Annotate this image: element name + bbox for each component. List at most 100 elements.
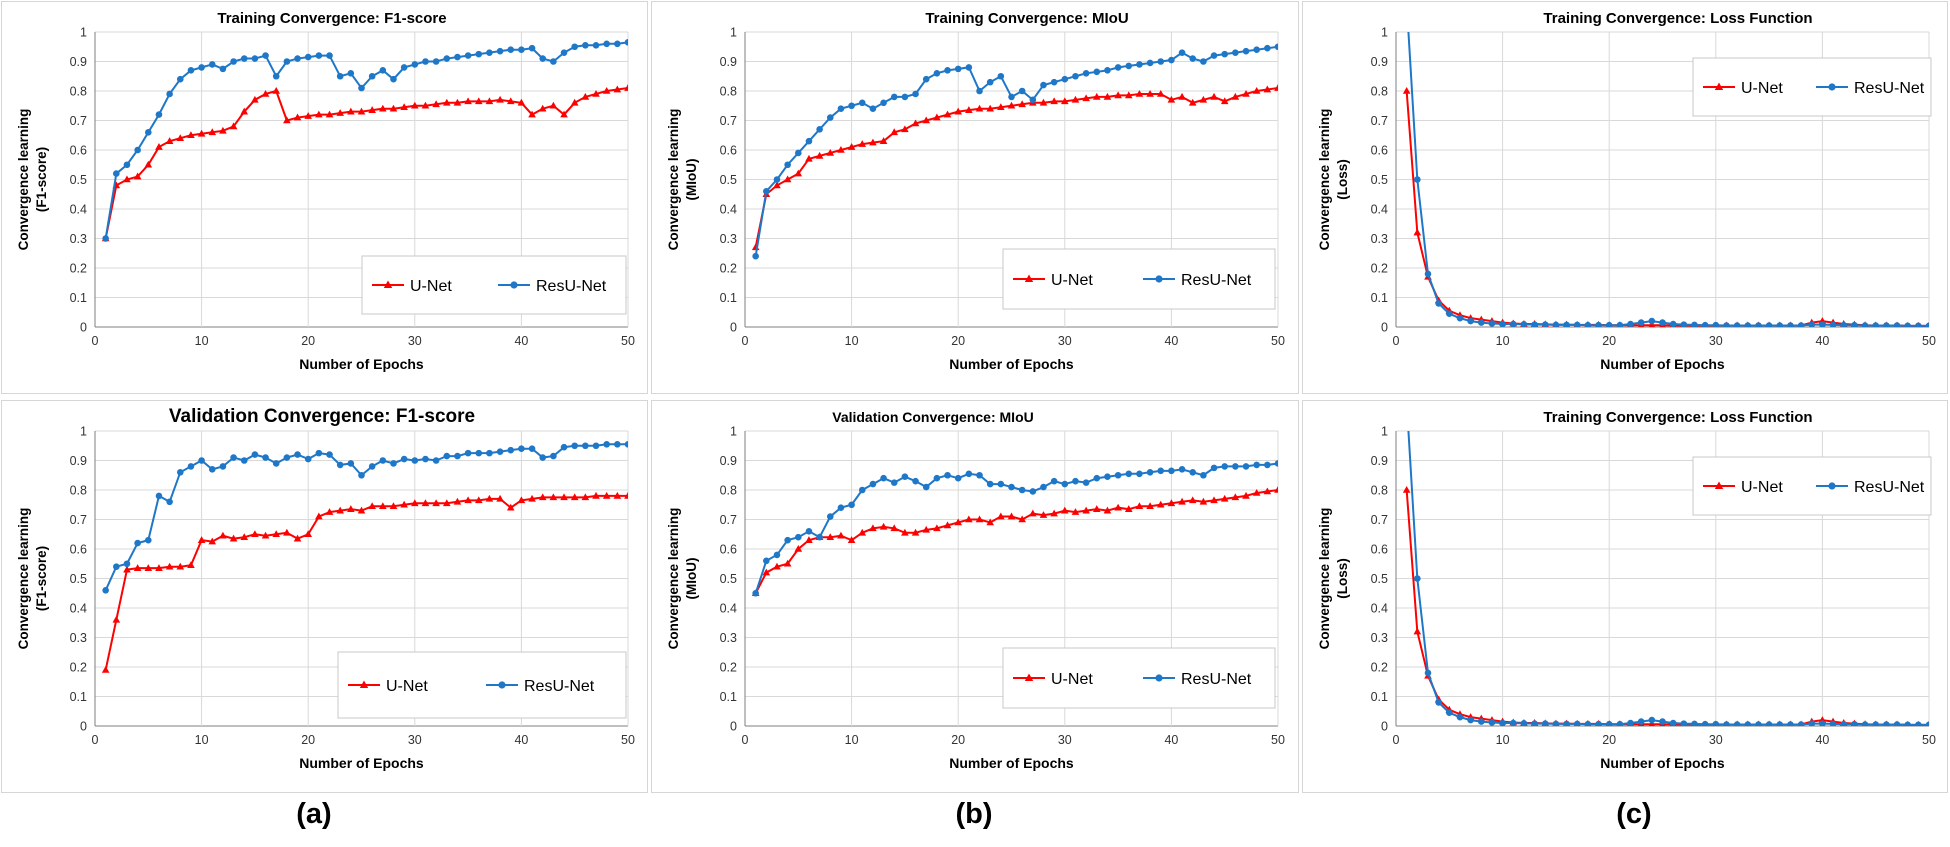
series-line bbox=[104, 494, 628, 671]
data-point bbox=[464, 496, 472, 504]
data-point bbox=[208, 61, 216, 68]
data-point bbox=[1467, 716, 1474, 724]
data-point bbox=[411, 61, 419, 68]
data-point bbox=[1210, 92, 1218, 100]
data-point bbox=[869, 524, 877, 532]
data-point bbox=[1424, 669, 1432, 677]
data-point bbox=[1446, 310, 1453, 318]
data-point bbox=[1274, 43, 1278, 51]
data-point bbox=[1050, 78, 1058, 86]
data-point bbox=[166, 498, 173, 506]
data-point bbox=[773, 176, 781, 183]
data-point bbox=[1008, 483, 1015, 491]
data-point bbox=[1178, 497, 1186, 505]
y-tick-label: 0.7 bbox=[70, 114, 87, 128]
data-point bbox=[539, 454, 547, 461]
data-point bbox=[1925, 322, 1929, 327]
data-point bbox=[880, 474, 887, 482]
series-unet bbox=[751, 486, 1278, 597]
data-point bbox=[219, 463, 227, 470]
data-point bbox=[1135, 502, 1144, 510]
x-tick-label: 30 bbox=[408, 334, 422, 348]
data-point bbox=[1274, 460, 1278, 467]
data-point bbox=[614, 440, 621, 448]
data-point bbox=[1499, 719, 1506, 726]
x-tick-label: 0 bbox=[742, 733, 749, 747]
data-point bbox=[550, 58, 557, 65]
data-point bbox=[1093, 68, 1101, 76]
data-point bbox=[336, 461, 344, 469]
data-point bbox=[1220, 97, 1229, 105]
data-point bbox=[113, 563, 120, 570]
x-tick-label: 50 bbox=[1922, 733, 1936, 747]
data-point bbox=[1883, 322, 1890, 327]
y-tick-label: 0.3 bbox=[720, 631, 737, 645]
y-tick-label: 0.9 bbox=[1371, 55, 1388, 69]
data-point bbox=[592, 491, 600, 499]
data-point bbox=[1231, 92, 1240, 100]
data-point bbox=[1413, 228, 1422, 236]
data-point bbox=[368, 72, 376, 80]
data-point bbox=[1135, 89, 1144, 97]
data-point bbox=[133, 172, 142, 180]
data-point bbox=[1723, 721, 1730, 726]
data-point bbox=[315, 52, 323, 59]
data-point bbox=[442, 98, 451, 106]
data-point bbox=[1124, 91, 1133, 99]
data-point bbox=[422, 455, 429, 463]
data-point bbox=[432, 499, 440, 507]
data-point bbox=[1819, 321, 1826, 327]
data-point bbox=[1018, 87, 1026, 95]
data-point bbox=[102, 587, 109, 594]
data-point bbox=[1029, 509, 1037, 517]
y-tick-label: 0.3 bbox=[720, 232, 737, 246]
data-point bbox=[944, 471, 951, 479]
y-tick-label: 0 bbox=[1381, 720, 1388, 734]
data-point bbox=[571, 442, 578, 450]
data-point bbox=[1797, 322, 1805, 327]
data-point bbox=[496, 47, 504, 55]
data-point bbox=[976, 87, 983, 95]
data-point bbox=[379, 457, 387, 464]
data-point bbox=[614, 40, 621, 48]
data-point bbox=[922, 525, 931, 533]
data-point bbox=[176, 75, 184, 83]
data-point bbox=[1915, 721, 1922, 726]
series-line bbox=[104, 443, 628, 591]
data-point bbox=[1253, 461, 1260, 469]
y-tick-label: 1 bbox=[1381, 425, 1388, 439]
data-point bbox=[1414, 575, 1421, 582]
data-point bbox=[1680, 720, 1688, 726]
data-point bbox=[1231, 493, 1240, 501]
data-point bbox=[144, 160, 153, 168]
data-point bbox=[272, 460, 280, 467]
data-point bbox=[624, 84, 628, 91]
data-point bbox=[421, 499, 430, 507]
chart-svg: Validation Convergence: F1-score 0 0.1 0.2 0… bbox=[16, 406, 635, 771]
data-point bbox=[1712, 321, 1720, 327]
data-point bbox=[347, 460, 355, 467]
data-point bbox=[1883, 721, 1890, 726]
data-point bbox=[1584, 321, 1592, 327]
data-point bbox=[858, 99, 866, 107]
data-point bbox=[784, 161, 791, 169]
data-point bbox=[1829, 720, 1837, 726]
data-point bbox=[1146, 469, 1154, 476]
chart-svg: Training Convergence: Loss Function 0 0.1 0… bbox=[1317, 10, 1936, 372]
y-tick-label: 0.5 bbox=[70, 572, 87, 586]
data-point bbox=[816, 533, 823, 541]
data-point bbox=[283, 116, 291, 124]
legend-label: U-Net bbox=[1741, 479, 1783, 496]
data-point bbox=[1124, 505, 1133, 512]
data-point bbox=[539, 55, 547, 62]
data-point bbox=[1595, 321, 1602, 327]
y-axis-label: (Loss) bbox=[1335, 558, 1350, 599]
data-point bbox=[1851, 321, 1858, 327]
data-point bbox=[443, 55, 451, 62]
data-point bbox=[965, 64, 973, 71]
legend-label: ResU-Net bbox=[536, 278, 607, 295]
x-tick-label: 40 bbox=[1815, 733, 1829, 747]
data-point bbox=[1456, 713, 1464, 721]
series-unet bbox=[751, 84, 1278, 251]
data-point bbox=[1808, 720, 1816, 726]
